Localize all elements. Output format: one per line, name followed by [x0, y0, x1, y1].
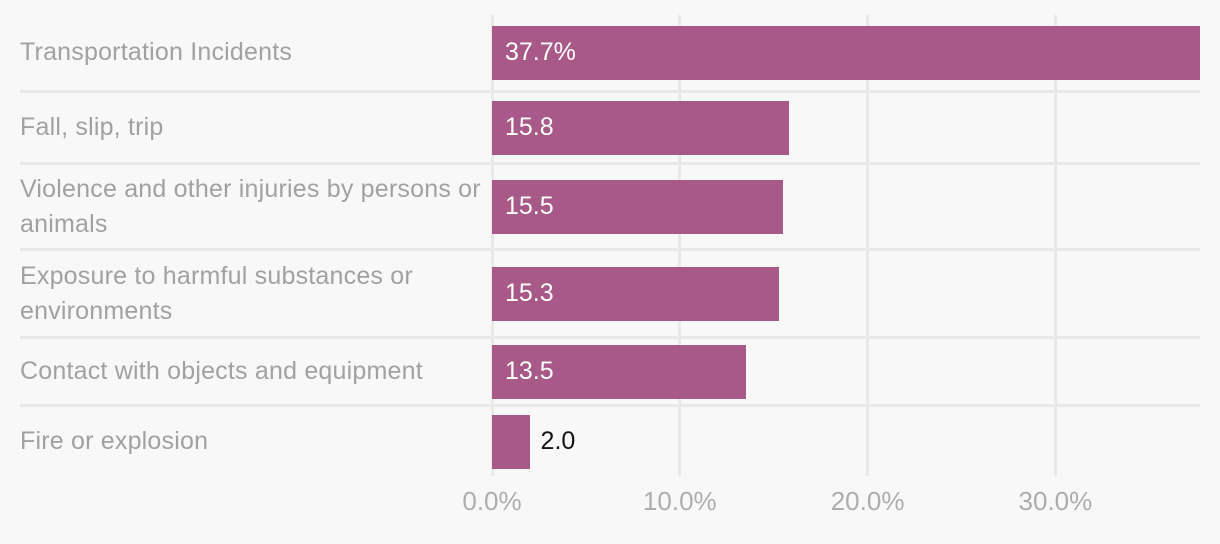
category-label: Contact with objects and equipment	[20, 357, 423, 385]
bar-area: 2.0	[492, 407, 1200, 476]
bar-area: 37.7%	[492, 15, 1200, 90]
chart-rows: Transportation Incidents 37.7% Fall, sli…	[20, 15, 1200, 476]
bar: 15.8	[492, 100, 789, 155]
category-label: Fire or explosion	[20, 427, 209, 455]
value-label: 37.7%	[505, 38, 576, 66]
bar-area: 13.5	[492, 339, 1200, 404]
bar	[492, 414, 530, 469]
category-label: Fall, slip, trip	[20, 113, 164, 141]
chart-row: Violence and other injuries by persons o…	[20, 162, 1200, 248]
bar: 13.5	[492, 344, 746, 399]
bar: 15.5	[492, 179, 784, 234]
value-label: 15.8	[505, 113, 554, 141]
chart-row: Transportation Incidents 37.7%	[20, 15, 1200, 90]
category-label: Violence and other injuries by persons o…	[20, 174, 481, 238]
gridlines	[490, 15, 1200, 476]
value-label: 15.3	[505, 279, 554, 307]
axis-tick-label: 10.0%	[642, 486, 717, 516]
bar: 15.3	[492, 266, 780, 321]
chart-row: Exposure to harmful substances or enviro…	[20, 248, 1200, 336]
bar: 37.7%	[492, 25, 1200, 80]
axis-tick-label: 30.0%	[1018, 486, 1093, 516]
bar-area: 15.3	[492, 251, 1200, 336]
chart-row: Fall, slip, trip 15.8	[20, 90, 1200, 162]
category-label: Transportation Incidents	[20, 38, 293, 66]
value-label: 2.0	[540, 427, 576, 455]
axis-tick-label: 0.0%	[462, 486, 522, 516]
gridline	[1053, 15, 1057, 476]
gridline	[678, 15, 682, 476]
x-axis: 0.0% 10.0% 20.0% 30.0%	[462, 486, 1200, 526]
value-label: 15.5	[505, 192, 554, 220]
category-label: Exposure to harmful substances or enviro…	[20, 261, 413, 325]
chart-row: Fire or explosion 2.0	[20, 404, 1200, 476]
bar-area: 15.5	[492, 165, 1200, 248]
gridline	[490, 15, 494, 476]
bar-area: 15.8	[492, 93, 1200, 162]
value-label: 13.5	[505, 357, 554, 385]
axis-tick-label: 20.0%	[830, 486, 905, 516]
chart-row: Contact with objects and equipment 13.5	[20, 336, 1200, 404]
gridline	[866, 15, 870, 476]
